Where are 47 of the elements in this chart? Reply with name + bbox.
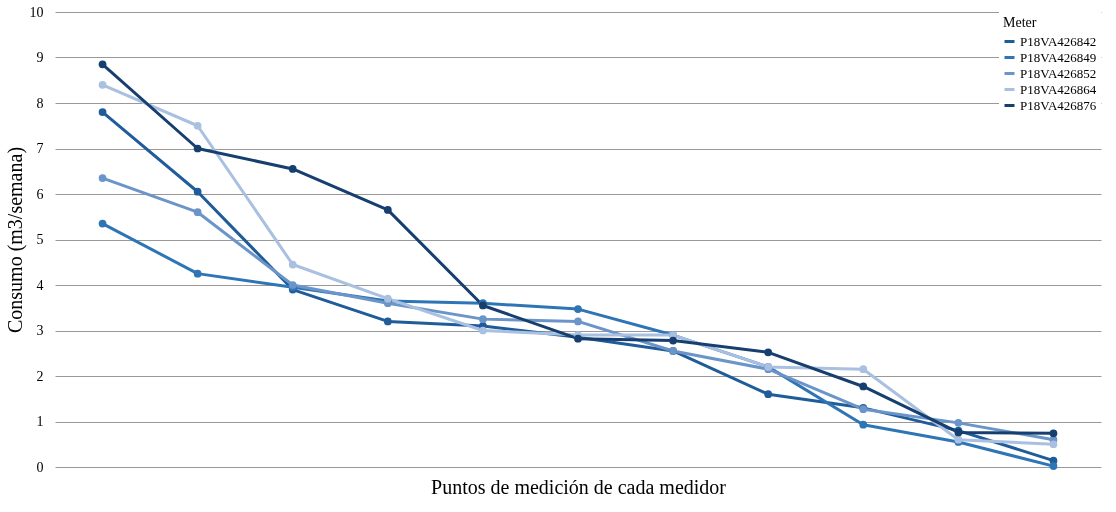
point [1049,462,1058,470]
point [383,317,392,326]
point [479,315,487,323]
point [859,420,868,429]
point [288,260,297,269]
point [383,206,392,214]
point [98,60,107,69]
y-axis-title: Consumo (m3/semana) [3,146,27,334]
legend-label: P18VA426842 [1020,33,1097,49]
point [859,365,868,374]
point [193,269,202,278]
point [193,144,202,153]
legend-label: P18VA426849 [1020,49,1097,65]
point [98,108,107,116]
point [479,326,487,335]
point [574,305,582,313]
point [764,390,773,399]
x-axis-title: Puntos de medición de cada medidor [431,475,727,498]
legend-label: P18VA426852 [1020,65,1097,81]
y-tick-label: 5 [36,232,44,247]
y-tick-label: 0 [36,459,44,475]
legend-label: P18VA426876 [1020,97,1097,113]
point [193,121,202,130]
point [859,382,868,391]
point [764,348,773,357]
y-tick-label: 2 [36,368,44,384]
y-tick-label: 3 [36,323,44,338]
y-tick-label: 7 [36,141,44,156]
point [1049,440,1058,449]
y-tick-label: 4 [36,277,44,293]
point [954,419,963,427]
point [193,208,202,217]
legend-title: Meter [1003,15,1037,30]
point [1049,429,1058,438]
legend-label: P18VA426864 [1020,81,1097,97]
y-tick-label: 10 [29,4,44,20]
y-tick-label: 1 [36,414,44,429]
point [669,336,677,345]
point [98,219,107,228]
point [98,174,107,182]
point [574,317,582,326]
point [193,187,202,196]
y-tick-label: 9 [36,50,44,65]
y-tick-label: 6 [36,186,44,202]
y-tick-label: 8 [36,95,44,111]
point [98,80,107,89]
point [288,165,297,173]
